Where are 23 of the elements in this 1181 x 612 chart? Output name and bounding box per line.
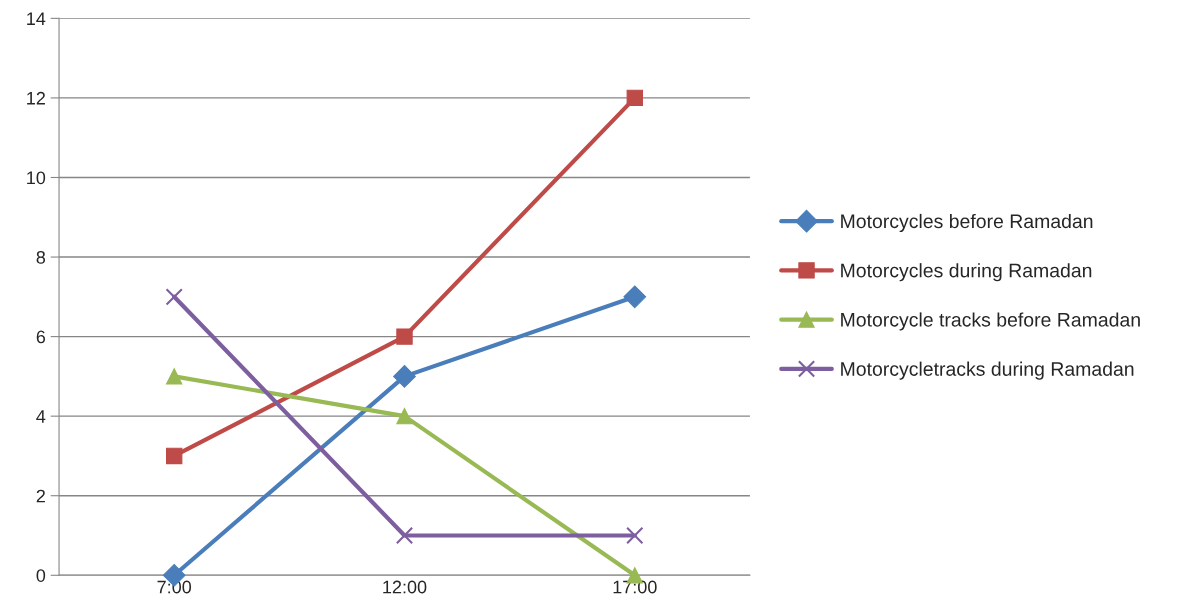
point bbox=[165, 288, 183, 306]
y-tick-label: 0 bbox=[36, 569, 46, 582]
point bbox=[623, 285, 647, 309]
point bbox=[626, 526, 644, 545]
y-tick-label: 8 bbox=[36, 250, 46, 264]
legend-label: Motorcycle tracks before Ramadan bbox=[841, 312, 1140, 331]
y-tick-label: 10 bbox=[27, 171, 46, 185]
point bbox=[396, 407, 413, 425]
legend-label: Motorcycles before Ramadan bbox=[841, 213, 1093, 233]
y-tick-label: 4 bbox=[36, 410, 46, 423]
point bbox=[396, 328, 413, 345]
x-tick-label: 12:00 bbox=[383, 580, 427, 594]
point bbox=[393, 365, 416, 388]
legend-label: Motorcycles during Ramadan bbox=[841, 263, 1092, 282]
y-tick-label: 6 bbox=[36, 330, 46, 344]
point bbox=[166, 368, 183, 385]
legend-label: Motorcycletracks during Ramadan bbox=[841, 361, 1134, 380]
y-tick-label: 12 bbox=[27, 91, 45, 105]
y-tick-label: 2 bbox=[36, 489, 45, 503]
y-tick-label: 14 bbox=[27, 12, 46, 25]
point bbox=[166, 447, 183, 465]
point bbox=[395, 526, 414, 545]
point bbox=[626, 89, 643, 107]
